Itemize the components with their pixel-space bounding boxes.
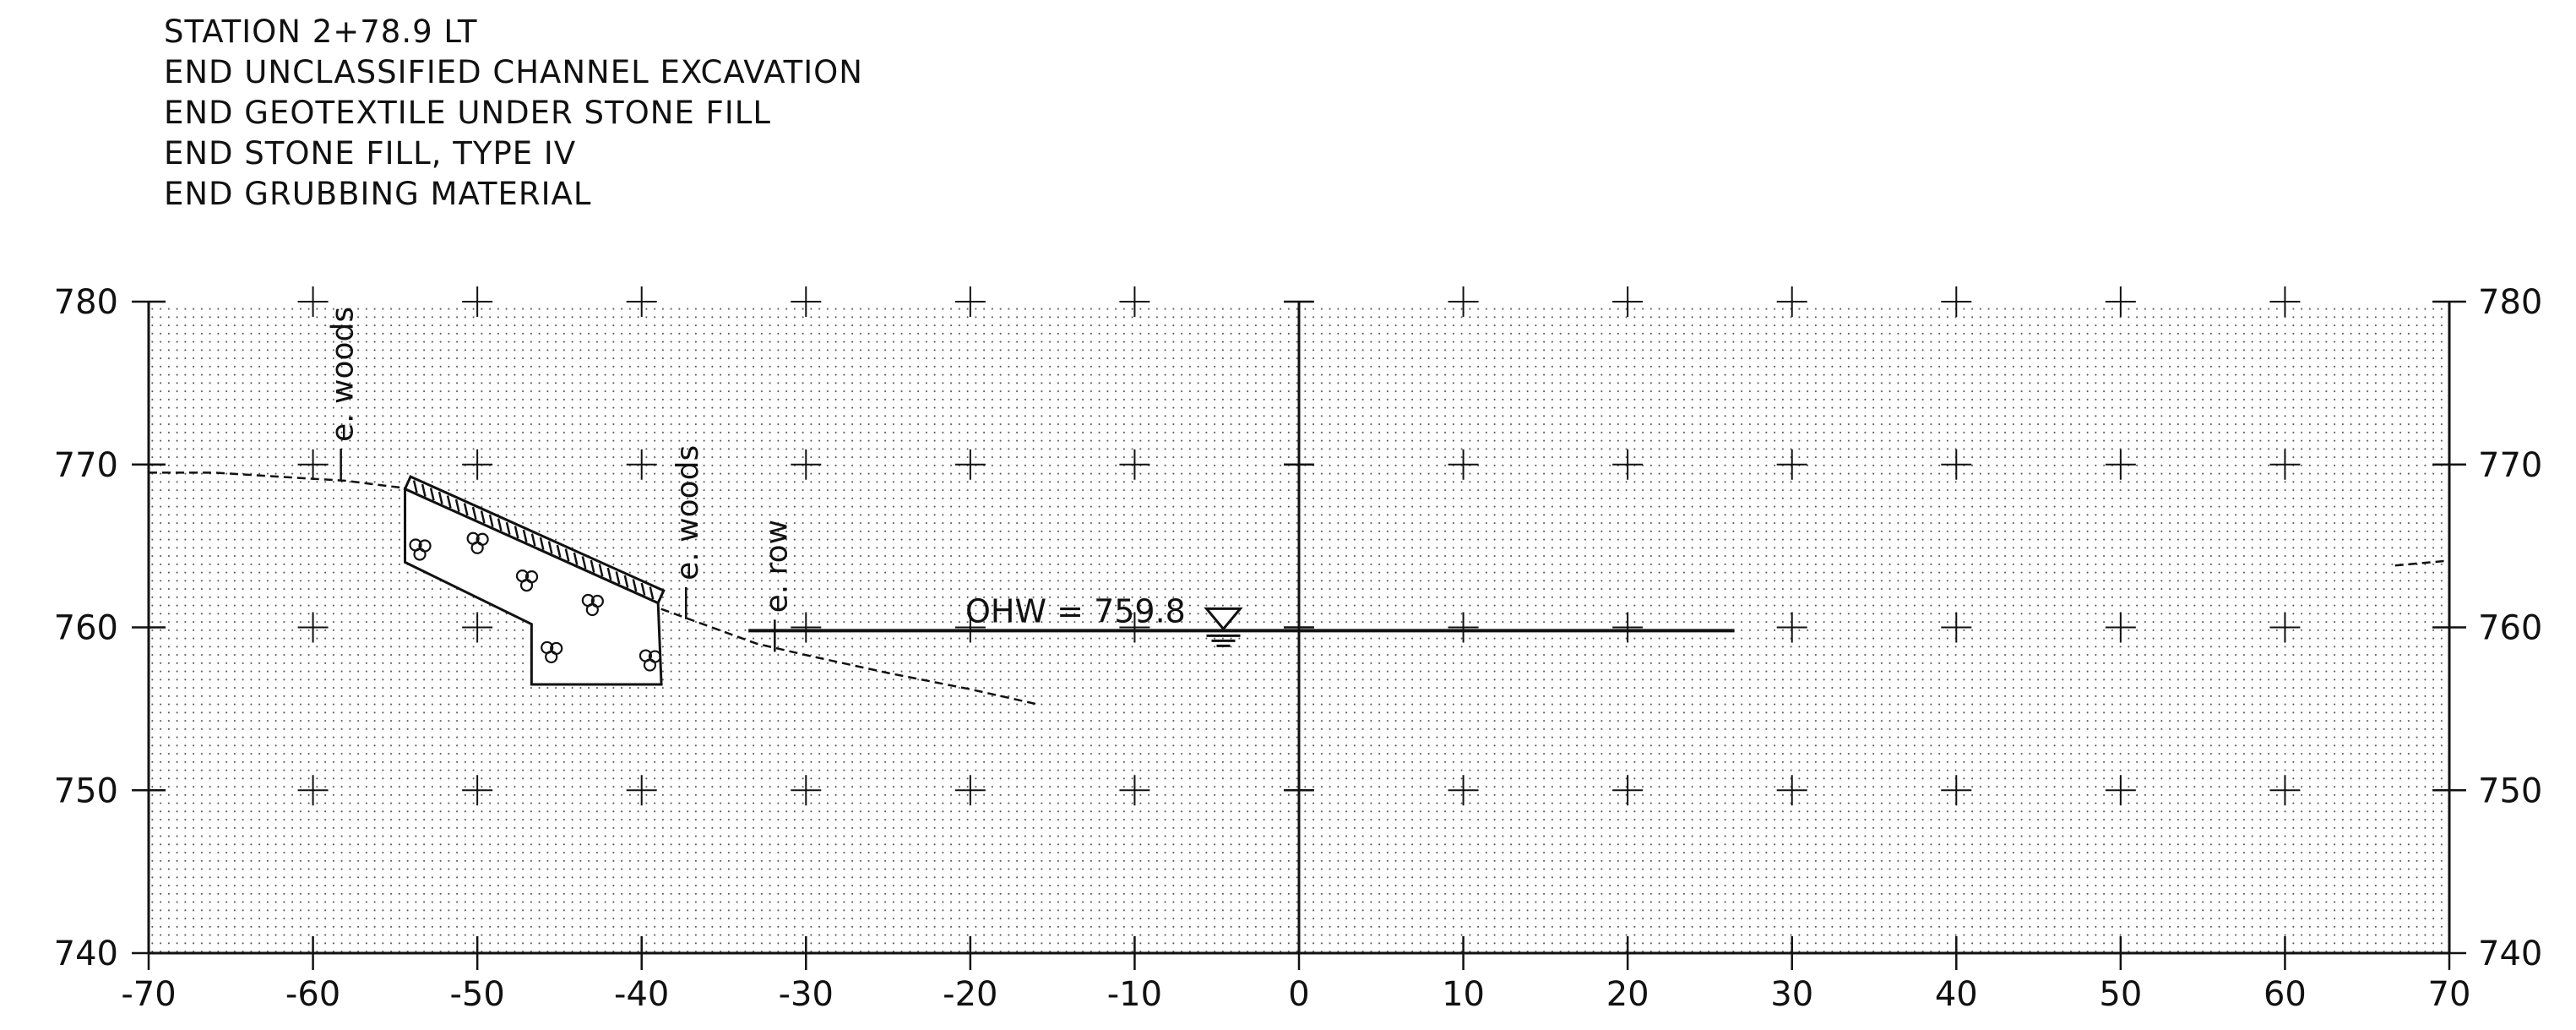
geotextile-hatch [598, 564, 604, 577]
geotextile-hatch [615, 571, 621, 585]
geotextile-hatch [640, 582, 646, 596]
x-tick-label: 70 [2428, 975, 2471, 1014]
geotextile-hatch [590, 559, 595, 573]
y-tick-label-right: 760 [2478, 609, 2542, 648]
geotextile-hatch [632, 579, 638, 592]
geotextile-hatch [480, 510, 486, 524]
stone-symbol [581, 593, 604, 617]
geotextile-hatch [573, 552, 579, 565]
stone-circle [413, 548, 427, 561]
geotextile-hatch [522, 529, 528, 542]
station-label: STATION 2+78.9 LT [164, 14, 478, 50]
x-tick-label: -50 [449, 975, 504, 1014]
y-tick-label-left: 740 [54, 935, 118, 973]
geotextile-hatch [412, 480, 418, 493]
x-tick-label: -70 [121, 975, 176, 1014]
note-grubbing: END GRUBBING MATERIAL [164, 176, 592, 212]
note-geotextile: END GEOTEXTILE UNDER STONE FILL [164, 95, 771, 131]
stone-symbol [639, 649, 662, 672]
geotextile-hatch [606, 567, 612, 580]
stone-symbol [541, 640, 563, 664]
y-tick-label-left: 750 [54, 771, 118, 810]
y-tick-label-left: 760 [54, 609, 118, 648]
geotextile-hatch [564, 548, 570, 562]
x-tick-label: -40 [614, 975, 669, 1014]
x-tick-label: -60 [285, 975, 340, 1014]
geotextile-hatch [429, 488, 435, 501]
geotextile-hatch [497, 518, 503, 531]
ohw-label: OHW = 759.8 [965, 592, 1186, 629]
y-tick-label-right: 740 [2478, 935, 2542, 973]
stone-symbol [409, 538, 432, 561]
marker-label: e. woods [326, 307, 361, 442]
stone-circle [585, 602, 599, 617]
stone-circle [470, 541, 484, 554]
x-tick-label: -30 [779, 975, 834, 1014]
geotextile-hatch [446, 495, 452, 509]
geotextile-hatch [488, 514, 494, 527]
x-tick-label: 60 [2264, 975, 2307, 1014]
x-tick-label: 50 [2099, 975, 2142, 1014]
geotextile-hatch [514, 526, 519, 539]
geotextile-hatch [556, 544, 562, 558]
existing-ground-profile [149, 471, 1036, 706]
stone-symbol [466, 531, 489, 554]
x-tick-label: 20 [1606, 975, 1649, 1014]
geotextile-hatch [454, 499, 460, 512]
note-stone-fill: END STONE FILL, TYPE IV [164, 135, 577, 172]
water-surface-symbol [1204, 607, 1243, 631]
stone-circle [643, 658, 657, 672]
geotextile-hatch [463, 503, 469, 516]
geotextile-hatch [505, 521, 511, 535]
note-excavation: END UNCLASSIFIED CHANNEL EXCAVATION [164, 54, 863, 90]
geotextile-hatch [471, 506, 477, 520]
marker-label: e. row [759, 520, 794, 613]
y-tick-label-right: 750 [2478, 771, 2542, 810]
geotextile-hatch [581, 556, 587, 569]
x-tick-label: 40 [1935, 975, 1978, 1014]
y-tick-label-left: 770 [54, 446, 118, 485]
geotextile-hatch [437, 491, 443, 504]
x-tick-label: 30 [1770, 975, 1813, 1014]
stone-symbol [515, 569, 539, 592]
y-tick-label-left: 780 [54, 283, 118, 322]
x-tick-label: -10 [1107, 975, 1162, 1014]
stone-circle [519, 579, 534, 592]
existing-ground-profile-right [2394, 559, 2450, 567]
x-tick-label: -20 [943, 975, 997, 1014]
stone-circle [545, 650, 558, 664]
geotextile-hatch [623, 575, 629, 588]
geotextile-hatch [547, 541, 553, 554]
geotextile-hatch [539, 537, 545, 550]
marker-label: e. woods [671, 445, 705, 580]
geotextile-hatch [649, 586, 655, 600]
x-tick-label: 0 [1288, 975, 1309, 1014]
geotextile-hatch [421, 483, 427, 497]
geotextile-hatch [530, 533, 536, 547]
y-tick-label-right: 780 [2478, 283, 2542, 322]
station-notes: STATION 2+78.9 LT END UNCLASSIFIED CHANN… [164, 12, 863, 215]
x-tick-label: 10 [1442, 975, 1485, 1014]
y-tick-label-right: 770 [2478, 446, 2542, 485]
